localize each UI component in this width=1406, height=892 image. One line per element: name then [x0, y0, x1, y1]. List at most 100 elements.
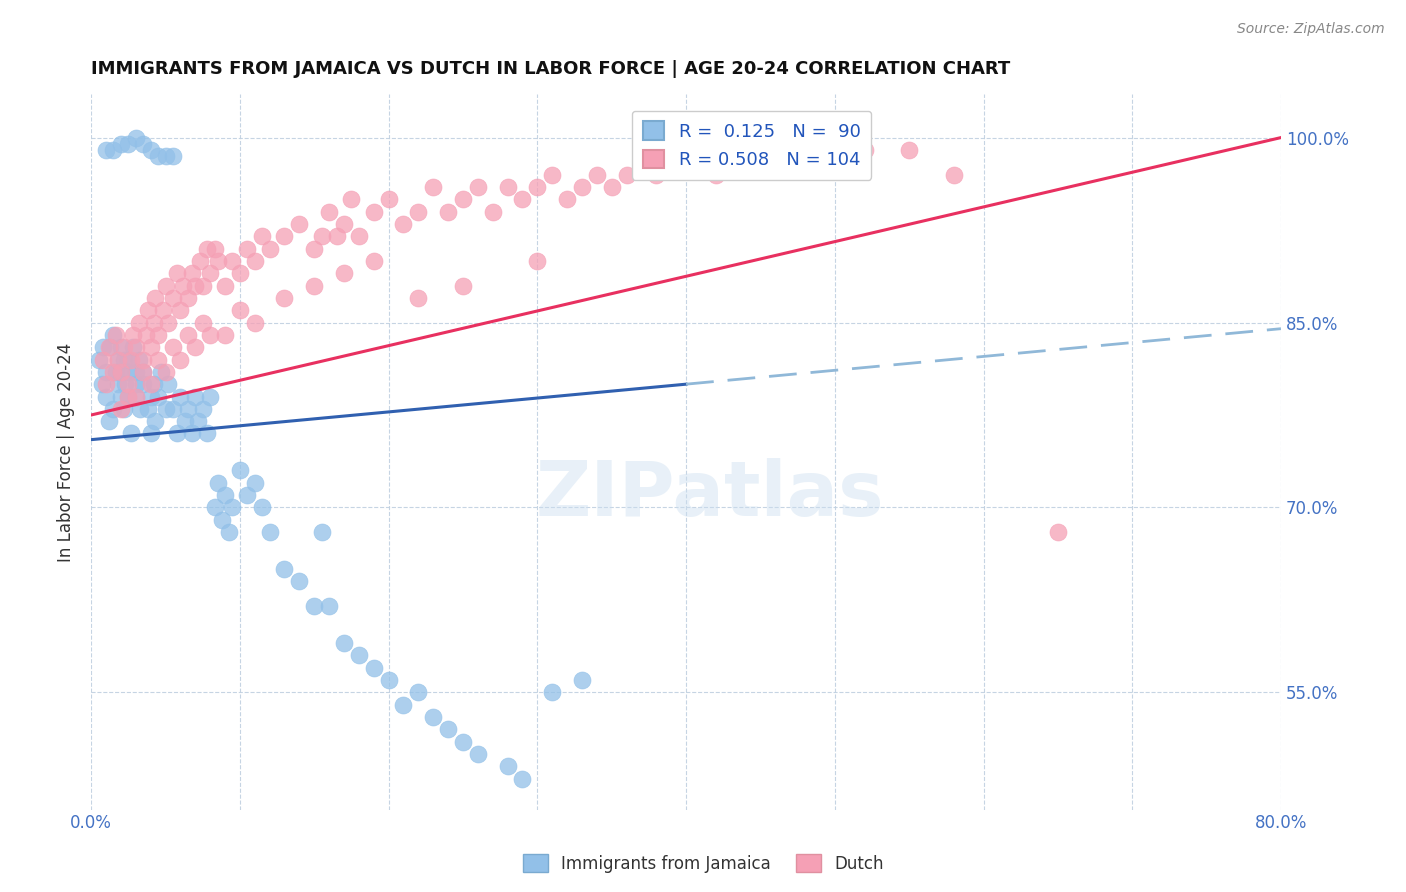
Point: [110, 136, 132, 151]
Point: [112, 401, 135, 416]
Point: [333, 217, 356, 231]
Point: [467, 180, 489, 194]
Point: [236, 488, 259, 502]
Point: [437, 204, 460, 219]
Point: [555, 192, 578, 206]
Point: [250, 229, 273, 244]
Point: [184, 390, 207, 404]
Point: [571, 673, 593, 687]
Point: [191, 401, 214, 416]
Point: [392, 217, 415, 231]
Point: [166, 426, 188, 441]
Point: [942, 168, 965, 182]
Point: [98, 340, 121, 354]
Point: [107, 377, 129, 392]
Point: [408, 204, 430, 219]
Text: ZIPatlas: ZIPatlas: [536, 458, 884, 532]
Point: [377, 673, 399, 687]
Point: [103, 143, 125, 157]
Point: [236, 242, 259, 256]
Point: [121, 340, 143, 354]
Point: [229, 303, 252, 318]
Point: [853, 143, 876, 157]
Point: [132, 377, 155, 392]
Legend: R =  0.125   N =  90, R = 0.508   N = 104: R = 0.125 N = 90, R = 0.508 N = 104: [631, 111, 872, 180]
Point: [273, 562, 295, 576]
Point: [288, 217, 311, 231]
Point: [94, 377, 117, 392]
Point: [512, 772, 534, 786]
Point: [541, 168, 564, 182]
Point: [120, 426, 142, 441]
Point: [214, 488, 236, 502]
Point: [585, 168, 607, 182]
Point: [221, 253, 243, 268]
Point: [136, 303, 159, 318]
Point: [142, 377, 165, 392]
Point: [184, 278, 207, 293]
Point: [169, 303, 191, 318]
Point: [481, 204, 503, 219]
Point: [173, 414, 195, 428]
Point: [91, 352, 114, 367]
Point: [169, 390, 191, 404]
Point: [110, 365, 132, 379]
Point: [155, 365, 177, 379]
Point: [363, 253, 385, 268]
Point: [114, 377, 136, 392]
Point: [243, 475, 266, 490]
Point: [110, 340, 132, 354]
Point: [91, 340, 114, 354]
Point: [139, 340, 162, 354]
Point: [103, 365, 125, 379]
Point: [94, 365, 117, 379]
Point: [121, 327, 143, 342]
Point: [340, 192, 363, 206]
Point: [204, 500, 226, 515]
Point: [526, 180, 548, 194]
Point: [451, 278, 474, 293]
Point: [142, 316, 165, 330]
Point: [229, 463, 252, 477]
Point: [125, 377, 148, 392]
Point: [150, 365, 173, 379]
Point: [90, 377, 112, 392]
Point: [645, 168, 668, 182]
Point: [155, 401, 177, 416]
Point: [526, 253, 548, 268]
Point: [363, 204, 385, 219]
Point: [177, 401, 200, 416]
Point: [204, 242, 226, 256]
Point: [139, 390, 162, 404]
Point: [616, 168, 638, 182]
Point: [94, 143, 117, 157]
Point: [181, 266, 204, 280]
Point: [467, 747, 489, 761]
Point: [187, 414, 209, 428]
Point: [191, 316, 214, 330]
Point: [243, 253, 266, 268]
Point: [302, 242, 325, 256]
Point: [273, 291, 295, 305]
Point: [243, 316, 266, 330]
Point: [600, 180, 623, 194]
Point: [135, 327, 157, 342]
Point: [451, 192, 474, 206]
Point: [214, 327, 236, 342]
Point: [139, 143, 162, 157]
Point: [311, 229, 333, 244]
Point: [125, 390, 148, 404]
Point: [117, 352, 139, 367]
Point: [250, 500, 273, 515]
Point: [824, 155, 846, 169]
Point: [177, 291, 200, 305]
Point: [198, 327, 221, 342]
Text: IMMIGRANTS FROM JAMAICA VS DUTCH IN LABOR FORCE | AGE 20-24 CORRELATION CHART: IMMIGRANTS FROM JAMAICA VS DUTCH IN LABO…: [91, 60, 1011, 78]
Point: [1046, 525, 1069, 540]
Point: [318, 599, 340, 613]
Point: [146, 352, 169, 367]
Point: [100, 340, 122, 354]
Point: [259, 525, 281, 540]
Point: [422, 710, 444, 724]
Point: [207, 475, 229, 490]
